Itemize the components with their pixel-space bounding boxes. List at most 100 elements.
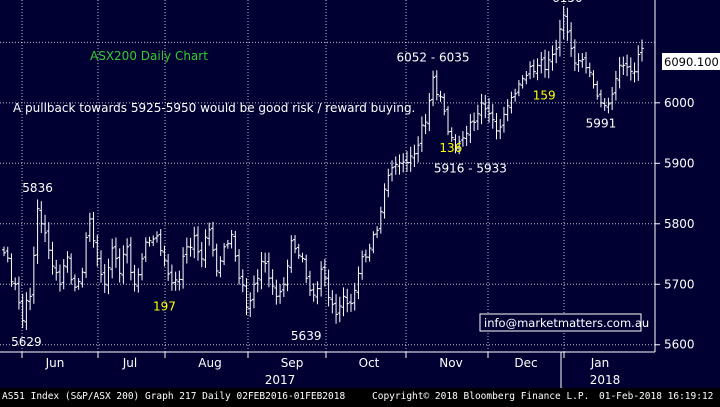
ohlc-bar-170 bbox=[636, 45, 641, 81]
ohlc-bar-118 bbox=[442, 93, 447, 116]
footer-ticker: AS51 Index (S&P/ASX 200) Graph 217 Daily… bbox=[2, 391, 345, 402]
footer-timestamp: 01-Feb-2018 16:19:12 bbox=[599, 391, 713, 402]
ohlc-bar-155 bbox=[580, 53, 585, 68]
ohlc-bar-42 bbox=[158, 229, 163, 256]
last-price-label: 6090.100 bbox=[662, 53, 720, 70]
ohlc-bar-67 bbox=[251, 275, 256, 309]
ohlc-bar-69 bbox=[259, 252, 264, 290]
ohlc-bar-14 bbox=[54, 259, 59, 281]
ohlc-bar-103 bbox=[386, 168, 391, 198]
ohlc-bar-164 bbox=[613, 70, 618, 101]
ohlc-bar-33 bbox=[125, 238, 130, 264]
ohlc-bar-74 bbox=[278, 283, 283, 304]
ohlc-bar-59 bbox=[222, 243, 227, 266]
ohlc-bar-63 bbox=[237, 249, 242, 285]
ohlc-bar-100 bbox=[375, 226, 380, 239]
ohlc-bar-157 bbox=[587, 62, 592, 78]
ohlc-bar-15 bbox=[57, 264, 62, 292]
ohlc-bar-25 bbox=[95, 234, 100, 267]
ohlc-bar-43 bbox=[162, 245, 167, 267]
ohlc-bar-71 bbox=[266, 252, 271, 288]
ohlc-bar-17 bbox=[65, 251, 70, 273]
y-tick-label-5800: 5800 bbox=[664, 217, 695, 231]
ohlc-bar-113 bbox=[423, 114, 428, 135]
ohlc-bar-79 bbox=[296, 243, 301, 259]
ohlc-bar-109 bbox=[408, 146, 413, 172]
ohlc-bar-153 bbox=[572, 39, 577, 71]
annotation-7: 6150 bbox=[552, 0, 583, 5]
ohlc-bar-112 bbox=[419, 116, 424, 153]
ohlc-bar-169 bbox=[632, 62, 637, 83]
ohlc-bar-105 bbox=[393, 156, 398, 175]
ohlc-bar-4 bbox=[16, 276, 21, 310]
ohlc-bar-158 bbox=[591, 70, 596, 89]
ohlc-bar-154 bbox=[576, 53, 581, 72]
ohlc-bar-76 bbox=[285, 259, 290, 292]
annotation-5: 136 bbox=[439, 141, 462, 155]
ohlc-bar-162 bbox=[606, 97, 611, 114]
ohlc-bar-134 bbox=[501, 106, 506, 133]
ohlc-bar-72 bbox=[270, 269, 275, 295]
ohlc-bar-19 bbox=[72, 274, 77, 292]
ohlc-bar-130 bbox=[487, 98, 492, 123]
ohlc-bar-95 bbox=[356, 266, 361, 300]
ohlc-bar-31 bbox=[117, 248, 122, 283]
ohlc-bar-115 bbox=[431, 70, 436, 107]
ohlc-bar-160 bbox=[598, 89, 603, 108]
ohlc-bar-116 bbox=[434, 70, 439, 101]
ohlc-bar-70 bbox=[263, 252, 268, 273]
ohlc-bar-94 bbox=[352, 282, 357, 311]
watermark: info@marketmatters.com.au bbox=[479, 313, 649, 332]
ohlc-bar-53 bbox=[199, 241, 204, 268]
ohlc-bar-90 bbox=[337, 296, 342, 323]
ohlc-bar-110 bbox=[412, 144, 417, 168]
x-year-label-2018: 2018 bbox=[590, 373, 621, 387]
ohlc-bar-82 bbox=[307, 270, 312, 297]
ohlc-bar-48 bbox=[181, 247, 186, 289]
ohlc-bar-147 bbox=[550, 45, 555, 71]
ohlc-bar-60 bbox=[225, 239, 230, 249]
ohlc-bar-29 bbox=[110, 238, 115, 279]
ohlc-bar-37 bbox=[140, 253, 145, 281]
ohlc-bar-57 bbox=[214, 243, 219, 277]
ohlc-bar-80 bbox=[300, 252, 305, 263]
y-tick-label-5900: 5900 bbox=[664, 156, 695, 170]
ohlc-bar-140 bbox=[524, 70, 529, 85]
ohlc-bar-165 bbox=[617, 56, 622, 89]
last-price-value: 6090.100 bbox=[664, 55, 719, 69]
ohlc-bar-122 bbox=[457, 135, 462, 155]
ohlc-bar-65 bbox=[244, 278, 249, 316]
ohlc-bar-107 bbox=[401, 153, 406, 173]
ohlc-bar-142 bbox=[531, 59, 536, 78]
ohlc-bar-131 bbox=[490, 104, 495, 129]
ohlc-bar-143 bbox=[535, 58, 540, 81]
ohlc-bar-10 bbox=[39, 201, 44, 233]
ohlc-bar-58 bbox=[218, 256, 223, 278]
ohlc-bar-40 bbox=[151, 235, 156, 246]
ohlc-bar-1 bbox=[5, 246, 10, 263]
ohlc-bar-148 bbox=[554, 39, 559, 64]
ohlc-bar-0 bbox=[2, 246, 6, 257]
ohlc-bar-20 bbox=[76, 278, 81, 290]
ohlc-bar-171 bbox=[640, 39, 644, 62]
ohlc-bar-62 bbox=[233, 230, 238, 262]
x-month-label-6: Dec bbox=[514, 356, 537, 370]
ohlc-bar-55 bbox=[207, 222, 212, 246]
ohlc-bar-11 bbox=[43, 214, 48, 243]
ohlc-bar-166 bbox=[621, 56, 626, 75]
ohlc-bar-83 bbox=[311, 283, 316, 302]
ohlc-bar-150 bbox=[561, 5, 566, 40]
annotation-8: 159 bbox=[533, 89, 556, 103]
ohlc-bar-139 bbox=[520, 75, 525, 89]
ohlc-bar-21 bbox=[80, 267, 85, 288]
x-year-label-2017: 2017 bbox=[265, 373, 296, 387]
ohlc-bar-151 bbox=[565, 7, 570, 41]
ohlc-bar-52 bbox=[196, 226, 201, 261]
ohlc-bar-12 bbox=[46, 222, 51, 260]
ohlc-bar-46 bbox=[173, 271, 178, 291]
ohlc-bar-54 bbox=[203, 229, 208, 268]
ohlc-bar-125 bbox=[468, 114, 473, 144]
annotation-4: 6052 - 6035 bbox=[397, 50, 470, 64]
